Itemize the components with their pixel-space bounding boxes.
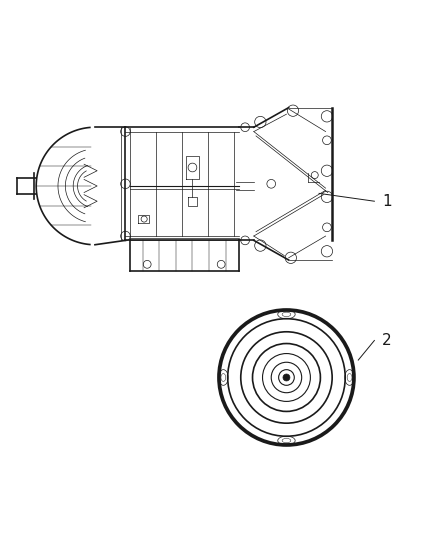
Text: 2: 2 <box>382 333 392 348</box>
Text: 1: 1 <box>382 193 392 209</box>
Circle shape <box>283 374 290 381</box>
